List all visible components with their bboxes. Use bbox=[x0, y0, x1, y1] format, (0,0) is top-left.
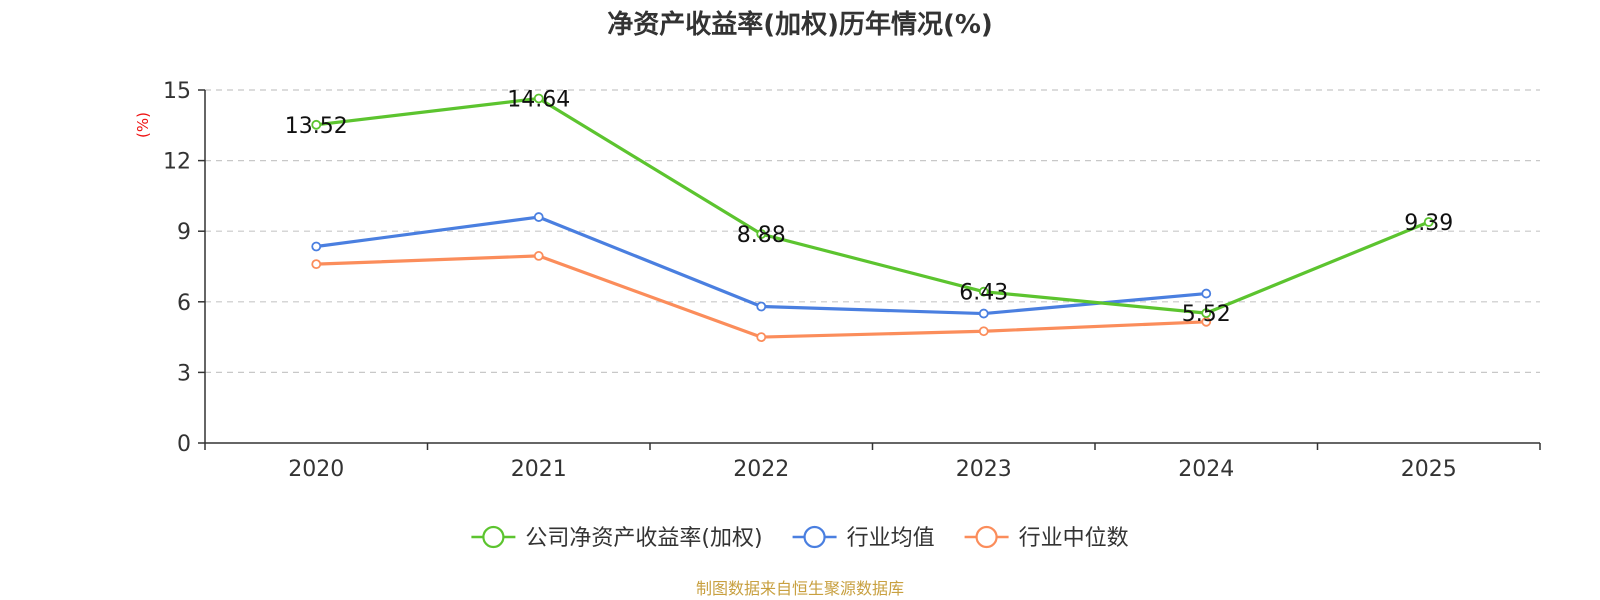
data-label: 6.43 bbox=[959, 281, 1008, 306]
y-axis-label: (%) bbox=[134, 112, 152, 138]
x-tick-label: 2022 bbox=[733, 457, 789, 482]
legend-marker bbox=[482, 525, 505, 549]
x-tick-label: 2020 bbox=[288, 457, 344, 482]
data-label: 14.64 bbox=[507, 87, 570, 112]
series-line-0 bbox=[316, 96, 1430, 315]
legend-item-2: 行业中位数 bbox=[964, 525, 1129, 551]
chart-title: 净资产收益率(加权)历年情况(%) bbox=[607, 9, 993, 40]
data-point-2 bbox=[756, 332, 767, 343]
data-point-2 bbox=[978, 326, 989, 337]
series bbox=[311, 93, 1434, 343]
y-tick-label: 3 bbox=[177, 361, 191, 386]
x-tick-label: 2021 bbox=[511, 457, 567, 482]
x-tick-label: 2024 bbox=[1178, 457, 1234, 482]
data-point-1 bbox=[311, 241, 322, 252]
legend-marker bbox=[975, 525, 998, 549]
legend-item-0: 公司净资产收益率(加权) bbox=[471, 525, 763, 551]
data-point-1 bbox=[1201, 288, 1212, 299]
data-label: 5.52 bbox=[1182, 302, 1231, 327]
grid-lines bbox=[205, 89, 1540, 373]
data-label: 8.88 bbox=[737, 223, 786, 248]
data-point-2 bbox=[533, 251, 544, 261]
legend-marker bbox=[803, 525, 826, 549]
x-tick-label: 2023 bbox=[956, 457, 1012, 482]
data-label: 9.39 bbox=[1404, 211, 1453, 236]
y-tick-label: 15 bbox=[163, 79, 191, 104]
data-point-0 bbox=[311, 119, 322, 130]
data-point-0 bbox=[978, 286, 989, 297]
data-point-1 bbox=[978, 308, 989, 319]
axes: 0 3 6 9 12 15 2020 2021 2022 2023 2024 2025 bbox=[163, 79, 1541, 482]
legend-label: 行业均值 bbox=[847, 526, 935, 551]
data-labels: 13.52 14.64 8.88 6.43 5.52 9.39 bbox=[285, 87, 1453, 327]
data-point-0 bbox=[533, 93, 544, 104]
series-line-2 bbox=[316, 254, 1207, 339]
data-point-1 bbox=[533, 212, 544, 222]
y-tick-label: 0 bbox=[177, 432, 191, 457]
legend-label: 公司净资产收益率(加权) bbox=[525, 526, 762, 551]
source-note: 制图数据来自恒生聚源数据库 bbox=[696, 579, 904, 598]
data-point-0 bbox=[1201, 308, 1212, 318]
data-label: 13.52 bbox=[285, 114, 348, 139]
data-point-0 bbox=[756, 229, 767, 239]
legend-items: 公司净资产收益率(加权) 行业均值 行业中位数 bbox=[471, 525, 1129, 551]
y-tick-label: 9 bbox=[177, 220, 191, 245]
legend: 公司净资产收益率(加权) 行业均值 行业中位数 bbox=[471, 525, 1129, 551]
data-point-1 bbox=[756, 301, 767, 312]
legend-label: 行业中位数 bbox=[1019, 526, 1129, 551]
x-tick-label: 2025 bbox=[1401, 457, 1457, 482]
y-tick-label: 6 bbox=[177, 291, 191, 316]
data-point-0 bbox=[1423, 217, 1434, 227]
legend-item-1: 行业均值 bbox=[792, 525, 935, 551]
y-tick-label: 12 bbox=[163, 150, 191, 175]
data-point-2 bbox=[311, 259, 322, 270]
